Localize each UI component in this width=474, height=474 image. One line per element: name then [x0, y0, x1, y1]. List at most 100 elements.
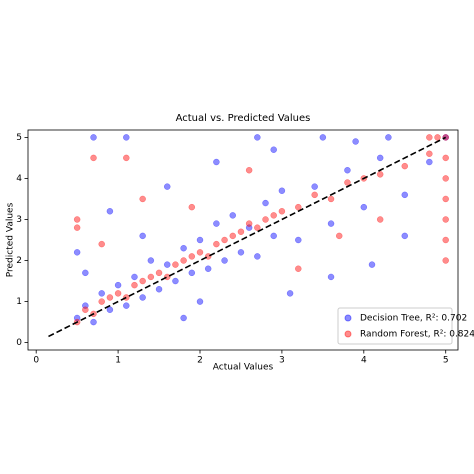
data-point — [82, 302, 89, 309]
data-point — [213, 220, 220, 227]
x-tick-label: 4 — [361, 356, 367, 366]
data-point — [442, 154, 449, 162]
data-point — [163, 273, 171, 281]
data-point — [442, 175, 449, 182]
data-point — [376, 154, 384, 162]
data-point — [360, 203, 368, 211]
data-point — [196, 236, 204, 244]
data-point — [327, 195, 335, 203]
data-point — [229, 232, 237, 240]
data-point — [327, 220, 335, 227]
data-point — [114, 281, 122, 289]
data-point — [90, 134, 97, 141]
data-point — [147, 257, 155, 264]
data-point — [327, 273, 335, 281]
legend-marker — [344, 330, 352, 338]
data-point — [155, 286, 163, 293]
y-tick-label: 1 — [16, 297, 22, 307]
data-point — [196, 249, 204, 256]
data-point — [90, 154, 97, 162]
y-tick-label: 4 — [16, 174, 22, 184]
data-point — [221, 257, 228, 264]
data-point — [335, 232, 343, 240]
reference-line — [48, 136, 447, 338]
data-point — [204, 253, 212, 260]
data-point — [278, 208, 286, 215]
data-point — [426, 150, 433, 158]
data-point — [98, 240, 105, 248]
data-point — [123, 294, 130, 301]
data-point — [401, 191, 409, 199]
data-point — [368, 261, 376, 268]
data-point — [270, 146, 277, 153]
data-point — [188, 203, 196, 211]
data-point — [188, 269, 196, 277]
x-tick-label: 1 — [115, 356, 121, 366]
data-point — [270, 212, 277, 219]
data-point — [82, 269, 89, 277]
data-point — [245, 220, 253, 227]
data-point — [106, 306, 114, 314]
data-point — [262, 199, 269, 207]
data-point — [123, 302, 130, 309]
data-point — [163, 261, 171, 268]
data-point — [147, 273, 155, 281]
data-point — [106, 294, 114, 301]
data-point — [385, 134, 392, 141]
data-point — [73, 224, 81, 231]
data-point — [172, 277, 179, 285]
data-point — [123, 154, 130, 162]
data-point — [180, 314, 187, 322]
data-point — [73, 216, 81, 223]
data-point — [295, 265, 302, 272]
data-point — [163, 183, 171, 190]
data-point — [254, 224, 261, 231]
data-point — [254, 253, 261, 260]
data-point — [221, 236, 228, 244]
data-point — [376, 171, 384, 178]
data-point — [131, 281, 138, 289]
data-point — [131, 273, 138, 281]
data-point — [98, 290, 105, 297]
data-point — [90, 318, 97, 326]
x-tick-label: 5 — [443, 356, 449, 366]
data-point — [401, 232, 409, 240]
data-point — [401, 162, 409, 170]
y-tick-label: 5 — [16, 133, 22, 143]
data-point — [196, 298, 204, 305]
legend-label: Decision Tree, R²: 0.702 — [360, 314, 467, 324]
data-point — [237, 249, 245, 256]
data-point — [245, 166, 253, 174]
chart-title: Actual vs. Predicted Values — [176, 113, 311, 124]
x-tick-label: 0 — [33, 356, 39, 366]
data-point — [106, 208, 114, 215]
data-point — [344, 179, 351, 186]
x-tick-label: 2 — [197, 356, 203, 366]
data-point — [426, 158, 433, 166]
data-point — [213, 240, 220, 248]
plot-frame — [27, 129, 459, 351]
data-point — [352, 138, 359, 145]
data-point — [139, 232, 146, 240]
data-point — [180, 257, 187, 264]
y-tick-label: 0 — [16, 338, 22, 348]
data-point — [139, 294, 146, 301]
data-point — [426, 134, 433, 141]
data-point — [73, 314, 81, 322]
data-point — [442, 195, 449, 203]
legend-box — [337, 307, 453, 345]
data-point — [237, 228, 245, 236]
data-point — [204, 265, 212, 272]
legend-marker — [344, 314, 352, 322]
data-point — [311, 183, 318, 190]
y-axis-label: Predicted Values — [6, 202, 16, 277]
data-point — [442, 216, 449, 223]
data-point — [73, 249, 81, 256]
data-point — [376, 216, 384, 223]
y-tick-label: 3 — [16, 215, 22, 225]
data-point — [123, 134, 130, 141]
data-point — [139, 195, 146, 203]
x-tick-label: 3 — [279, 356, 285, 366]
